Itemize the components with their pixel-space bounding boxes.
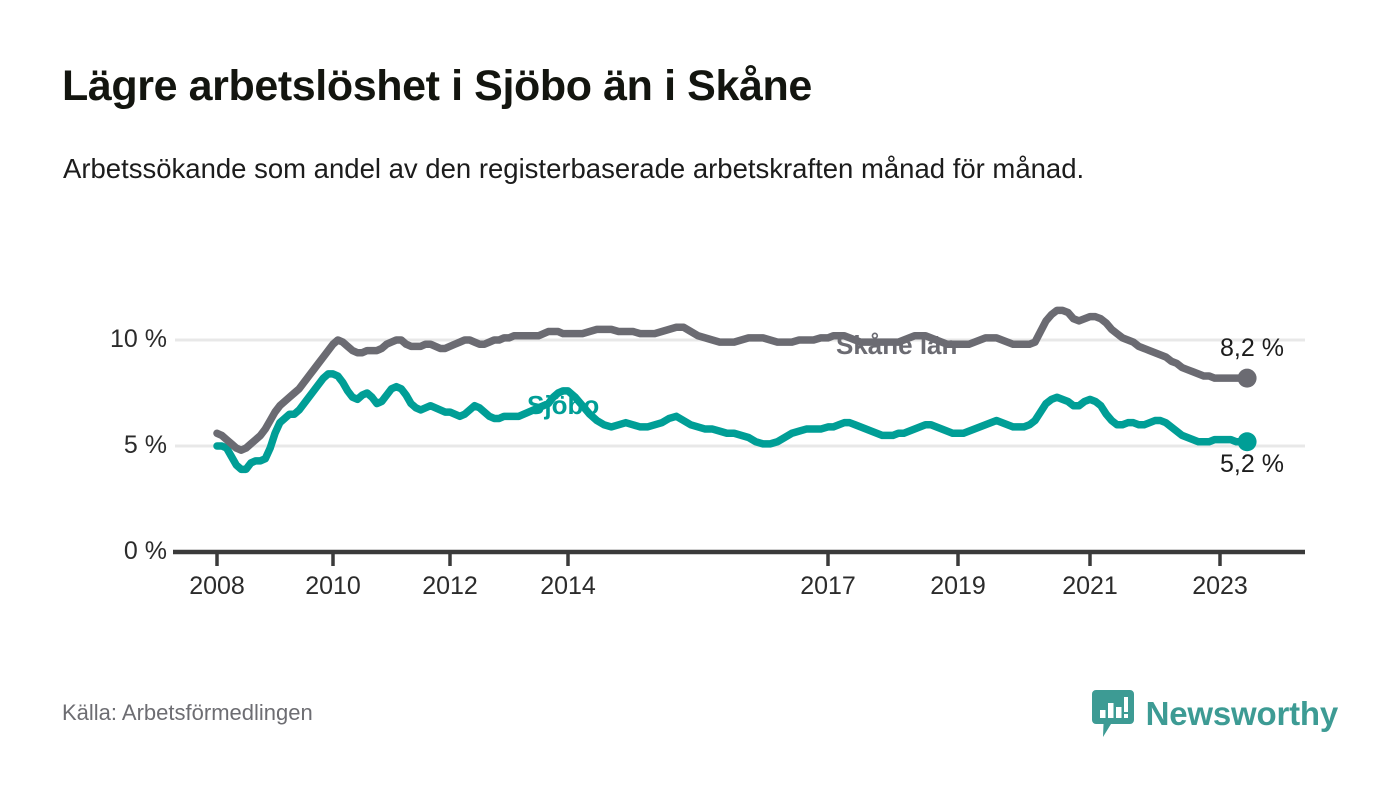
chart-subtitle: Arbetssökande som andel av den registerb… [63,153,1085,184]
x-tick-label-2023: 2023 [1192,572,1248,600]
newsworthy-logo: Newsworthy [1091,690,1339,738]
x-tick-label-2008: 2008 [189,572,245,600]
end-value-label-skane: 8,2 % [1220,334,1284,362]
x-tick-label-2017: 2017 [800,572,856,600]
y-tick-label-10: 10 % [110,325,167,353]
x-tick-label-2014: 2014 [540,572,596,600]
series-line-sjobo [213,370,1251,474]
x-tick-label-2021: 2021 [1062,572,1118,600]
series-line-skane [213,306,1251,454]
series-label-sjobo: Sjöbo [527,390,600,420]
y-tick-label-5: 5 % [123,431,167,459]
y-tick-label-0: 0 % [123,537,167,565]
series-label-skane: Skåne län [836,330,958,360]
page-title: Lägre arbetslöshet i Sjöbo än i Skåne [62,62,812,110]
endpoint-dot-skane [1237,368,1257,388]
logo-wordmark: Newsworthy [1145,695,1339,732]
bar-chart-speech-bubble-icon [1091,690,1134,737]
endpoint-dot-sjobo [1237,432,1257,452]
end-value-label-sjobo: 5,2 % [1220,450,1284,478]
x-tick-label-2019: 2019 [930,572,986,600]
x-tick-label-2012: 2012 [422,572,478,600]
source-note: Källa: Arbetsförmedlingen [62,700,313,725]
x-tick-label-2010: 2010 [305,572,361,600]
